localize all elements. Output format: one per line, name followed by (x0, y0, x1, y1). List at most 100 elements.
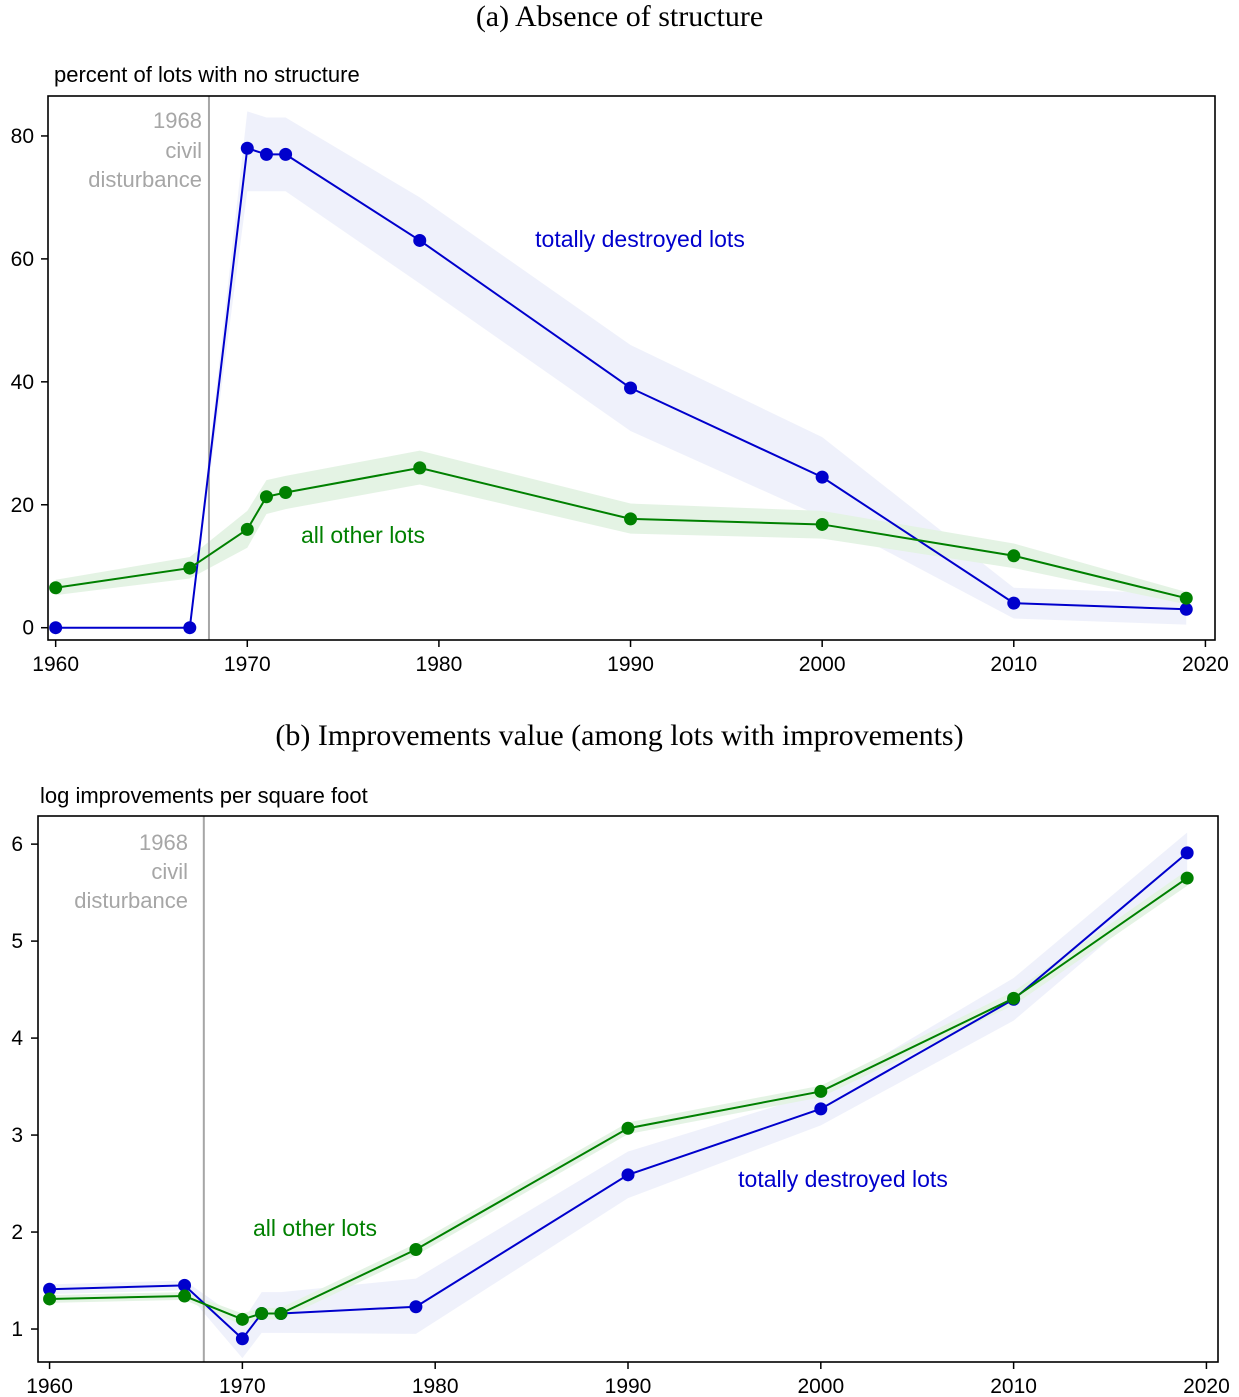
panel-a-x-axis: 1960 1970 1980 1990 2000 2010 2020 (32, 640, 1229, 676)
panel-b-lines (49, 852, 1188, 1341)
panel-a-event-label-disturbance: disturbance (88, 167, 202, 192)
x-tick-label-1980: 1980 (416, 653, 463, 676)
panel-b-plot-frame (37, 815, 1219, 1363)
series-1-point-1960 (49, 581, 63, 595)
series-1-point-1967 (183, 561, 197, 575)
y-tick-label-5: 5 (11, 930, 23, 953)
series-1-point-1971 (259, 490, 273, 504)
series-0-point-1970 (240, 141, 254, 155)
x-tick-label-1960: 1960 (26, 1375, 73, 1397)
series-1-point-1972 (274, 1307, 288, 1321)
x-tick-label-1990: 1990 (605, 1375, 652, 1397)
series-1-point-1967 (178, 1289, 192, 1303)
x-tick-label-1970: 1970 (224, 653, 271, 676)
panel-b-event-label-disturbance: disturbance (74, 888, 188, 913)
panel-a-lines (55, 146, 1187, 629)
x-tick-label-2010: 2010 (990, 1375, 1037, 1397)
panel-b-ylabel: log improvements per square foot (40, 783, 368, 808)
panel-a-event-label-year: 1968 (153, 108, 202, 133)
y-tick-label-0: 0 (22, 617, 34, 640)
series-1-point-2019 (1179, 591, 1193, 605)
x-tick-label-2000: 2000 (797, 1375, 844, 1397)
panel-b: log improvements per square foot 1968 ci… (11, 783, 1229, 1397)
x-tick-label-2020: 2020 (1182, 653, 1229, 676)
series-0-point-2019 (1180, 846, 1194, 860)
y-tick-label-20: 20 (11, 494, 34, 517)
series-1-point-1979 (413, 461, 427, 475)
series-0-point-2000 (815, 470, 829, 484)
series-0-point-1960 (49, 621, 63, 635)
y-tick-label-2: 2 (11, 1221, 23, 1244)
series-1-line (55, 466, 1187, 600)
series-1-point-1990 (624, 512, 638, 526)
panel-a-ylabel: percent of lots with no structure (54, 62, 360, 87)
series-0-point-2010 (1007, 596, 1021, 610)
y-tick-label-60: 60 (11, 248, 34, 271)
series-0-point-1970 (235, 1332, 249, 1346)
x-tick-label-2010: 2010 (990, 653, 1037, 676)
series-0-point-1990 (624, 381, 638, 395)
panel-a-title: (a) Absence of structure (475, 0, 764, 33)
y-tick-label-6: 6 (11, 833, 23, 856)
series-0-point-1979 (413, 233, 427, 247)
x-tick-label-1970: 1970 (219, 1375, 266, 1397)
x-tick-label-1960: 1960 (32, 653, 79, 676)
series-1-point-2000 (815, 517, 829, 531)
series-0-point-1960 (43, 1282, 57, 1296)
series-0-point-1967 (183, 621, 197, 635)
series-1-point-1970 (240, 522, 254, 536)
panel-a-label-destroyed: totally destroyed lots (535, 226, 745, 252)
y-tick-label-40: 40 (11, 371, 34, 394)
panel-b-label-destroyed: totally destroyed lots (738, 1166, 948, 1192)
panel-a-event-label-civil: civil (165, 138, 202, 163)
series-0-point-1979 (409, 1300, 423, 1314)
x-tick-label-2000: 2000 (799, 653, 846, 676)
x-tick-label-1990: 1990 (607, 653, 654, 676)
series-1-point-1970 (235, 1312, 249, 1326)
panel-a: percent of lots with no structure 1968 c… (11, 62, 1229, 676)
series-0-point-2019 (1179, 602, 1193, 616)
series-1-point-1960 (43, 1292, 57, 1306)
series-0-point-1990 (621, 1168, 635, 1182)
series-1-line (49, 877, 1188, 1321)
series-1-confidence-band (49, 870, 1188, 1326)
panel-a-points (49, 141, 1193, 635)
series-0-point-1971 (259, 147, 273, 161)
series-0-confidence-band (55, 111, 1187, 628)
y-tick-label-80: 80 (11, 125, 34, 148)
panel-b-bands (49, 832, 1188, 1359)
panel-b-points (43, 846, 1194, 1346)
y-tick-label-4: 4 (11, 1027, 23, 1050)
series-1-point-1972 (279, 485, 293, 499)
panel-b-x-axis: 1960 1970 1980 1990 2000 2010 2020 (26, 1362, 1230, 1397)
series-0-line (49, 852, 1188, 1341)
y-tick-label-1: 1 (11, 1318, 23, 1341)
series-1-point-1990 (621, 1121, 635, 1135)
panel-b-label-other: all other lots (253, 1215, 377, 1241)
series-0-point-1967 (178, 1278, 192, 1292)
series-0-point-2000 (814, 1102, 828, 1116)
series-1-point-2000 (814, 1084, 828, 1098)
panel-b-event-label-civil: civil (151, 859, 188, 884)
x-tick-label-2020: 2020 (1183, 1375, 1230, 1397)
series-1-point-1979 (409, 1243, 423, 1257)
panel-b-title: (b) Improvements value (among lots with … (275, 719, 964, 752)
panel-a-event: 1968 civil disturbance (88, 96, 210, 640)
series-1-point-2010 (1007, 549, 1021, 563)
panel-b-event: 1968 civil disturbance (74, 816, 205, 1362)
series-0-confidence-band (49, 832, 1188, 1359)
y-tick-label-3: 3 (11, 1124, 23, 1147)
panel-a-bands (55, 111, 1187, 628)
x-tick-label-1980: 1980 (412, 1375, 459, 1397)
series-0-point-1972 (279, 147, 293, 161)
panel-b-event-label-year: 1968 (139, 830, 188, 855)
series-1-point-2010 (1007, 991, 1021, 1005)
series-1-confidence-band (55, 450, 1187, 605)
panel-a-plot-frame (47, 95, 1216, 641)
panel-b-y-axis: 1 2 3 4 5 6 (11, 833, 38, 1341)
panel-a-y-axis: 0 20 40 60 80 (11, 125, 48, 640)
series-1-point-1971 (255, 1307, 269, 1321)
series-1-point-2019 (1180, 871, 1194, 885)
panel-a-label-other: all other lots (301, 522, 425, 548)
